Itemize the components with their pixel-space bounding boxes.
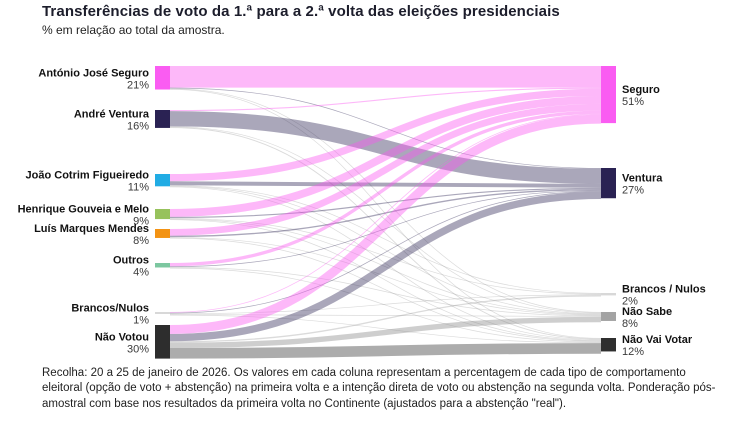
flow-ventura1-to-ventura2 (169, 111, 602, 184)
node-nvv (601, 338, 616, 352)
node-value-seguro1: 21% (127, 79, 149, 91)
node-value-ns: 8% (622, 318, 638, 330)
node-value-nvv: 12% (622, 346, 644, 358)
flow-nv1-to-seguro2 (169, 114, 602, 334)
flow-ventura1-to-nvv (169, 127, 602, 340)
node-value-outros: 4% (133, 267, 149, 279)
flow-seguro1-to-ventura2 (169, 87, 602, 169)
node-value-ventura1: 16% (127, 120, 149, 132)
chart-title: Transferências de voto da 1.ª para a 2.ª… (42, 3, 560, 20)
node-hgm (155, 209, 170, 220)
node-value-hgm: 9% (133, 216, 149, 228)
flow-lmm-to-ns (169, 237, 602, 316)
flow-jcf-to-bn2 (169, 185, 602, 294)
flow-bn1-to-ns (169, 314, 602, 317)
flow-seguro1-to-ns (169, 88, 602, 313)
flow-jcf-to-ventura2 (169, 181, 602, 188)
node-label-bn1: Brancos/Nulos (71, 303, 149, 315)
node-value-bn1: 1% (133, 315, 149, 327)
flow-hgm-to-ns (169, 218, 602, 315)
node-label-nv1: Não Votou (95, 331, 149, 343)
node-label-lmm: Luís Marques Mendes (34, 223, 149, 235)
node-bn2 (601, 293, 616, 296)
node-ventura1 (155, 110, 170, 128)
flow-hgm-to-nvv (169, 219, 602, 341)
node-value-ventura2: 27% (622, 185, 644, 197)
flow-ventura1-to-seguro2 (169, 87, 602, 112)
flow-jcf-to-ns (169, 185, 602, 315)
flow-hgm-to-bn2 (169, 217, 602, 295)
flow-nv1-to-ns (169, 316, 602, 348)
flow-hgm-to-ventura2 (169, 187, 602, 218)
flow-jcf-to-nvv (169, 186, 602, 341)
flow-ventura1-to-ns (169, 126, 602, 314)
chart-subtitle: % em relação ao total da amostra. (42, 23, 225, 37)
node-lmm (155, 229, 170, 238)
node-label-seguro2: Seguro (622, 84, 660, 96)
node-seguro2 (601, 66, 616, 124)
node-jcf (155, 174, 170, 187)
node-label-hgm: Henrique Gouveia e Melo (18, 204, 150, 216)
node-value-seguro2: 51% (622, 96, 644, 108)
flow-hgm-to-seguro2 (169, 96, 602, 217)
node-label-outros: Outros (113, 255, 149, 267)
node-label-jcf: João Cotrim Figueiredo (26, 170, 150, 182)
flow-nv1-to-bn2 (169, 295, 602, 343)
flow-bn1-to-bn2 (169, 294, 602, 315)
node-value-nv1: 30% (127, 343, 149, 355)
node-ns (601, 312, 616, 321)
node-value-jcf: 11% (128, 182, 149, 194)
node-label-ventura2: Ventura (622, 173, 663, 185)
node-label-nvv: Não Vai Votar (622, 334, 693, 346)
flow-nv1-to-ventura2 (169, 191, 602, 342)
flow-seguro1-to-nvv (169, 89, 602, 339)
flow-outros-to-ns (169, 267, 602, 317)
flow-jcf-to-seguro2 (169, 88, 602, 182)
flow-bn1-to-nvv (169, 314, 602, 344)
node-label-ns: Não Sabe (622, 306, 672, 318)
flow-outros-to-seguro2 (169, 110, 602, 267)
chart-header: Transferências de voto da 1.ª para a 2.ª… (42, 3, 560, 37)
flow-outros-to-ventura2 (169, 190, 602, 268)
node-outros (155, 263, 170, 268)
flow-bn1-to-seguro2 (169, 113, 602, 313)
node-ventura2 (601, 168, 616, 199)
node-nv1 (155, 325, 170, 359)
footer-note: Recolha: 20 a 25 de janeiro de 2026. Os … (42, 367, 716, 410)
node-label-bn2: Brancos / Nulos (622, 284, 706, 296)
flow-nv1-to-nvv (169, 343, 602, 359)
node-seguro1 (155, 66, 170, 90)
flow-lmm-to-ventura2 (169, 188, 602, 238)
flow-outros-to-nvv (169, 267, 602, 343)
flow-bn1-to-ventura2 (169, 191, 602, 314)
node-value-lmm: 8% (133, 235, 149, 247)
node-value-bn2: 2% (622, 296, 638, 308)
flow-lmm-to-seguro2 (169, 103, 602, 236)
node-label-seguro1: António José Seguro (38, 67, 149, 79)
node-bn1 (155, 312, 170, 314)
node-label-ventura1: André Ventura (74, 108, 150, 120)
flow-lmm-to-nvv (169, 237, 602, 342)
